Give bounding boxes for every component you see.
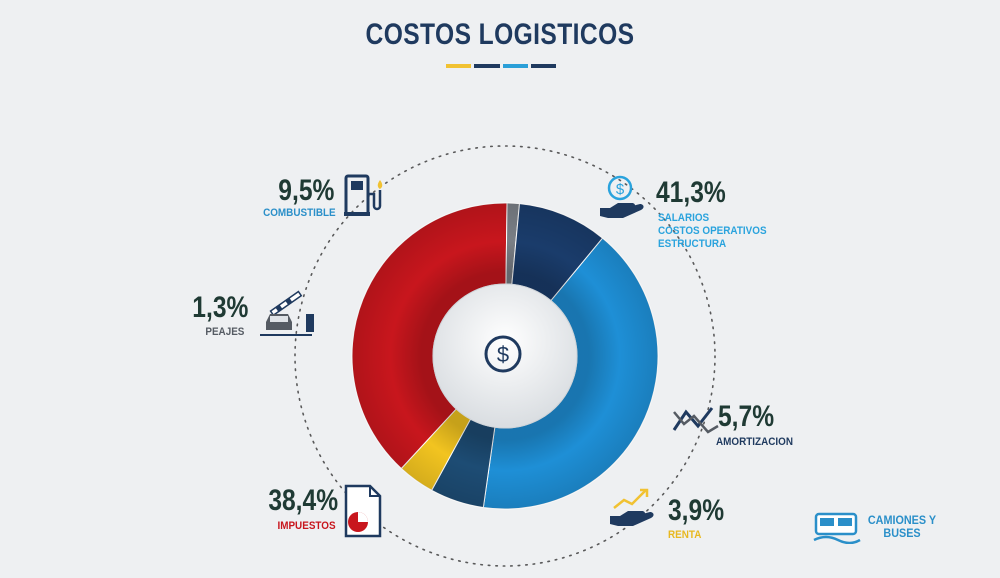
renta-label: RENTA: [668, 529, 702, 541]
page-title: COSTOS LOGISTICOS: [365, 18, 635, 51]
peajes-label: PEAJES: [204, 326, 244, 338]
renta-percent: 3,9%: [668, 494, 725, 527]
amortizacion-percent: 5,7%: [718, 400, 775, 433]
impuestos-percent: 38,4%: [268, 484, 338, 517]
rule-segment-navy: [474, 64, 500, 68]
salarios-line-3: ESTRUCTURA: [658, 238, 727, 250]
title-underline: [446, 64, 556, 68]
brand-line-2: BUSES: [883, 526, 921, 540]
peajes-percent: 1,3%: [191, 291, 248, 324]
fuel-pump-icon: [344, 174, 383, 216]
salary-hand-icon: $: [600, 175, 644, 218]
orbit-dotted-ring: [294, 145, 716, 567]
donut-hub: [432, 283, 578, 429]
bus-logo-icon: [813, 512, 861, 544]
salarios-line-2: COSTOS OPERATIVOS: [658, 225, 767, 237]
amortizacion-label: AMORTIZACION: [716, 436, 793, 448]
brand-logo-text: CAMIONES Y BUSES: [857, 514, 947, 540]
trend-chart-icon: [672, 407, 719, 434]
impuestos-label: IMPUESTOS: [277, 520, 336, 532]
salarios-label: SALARIOS COSTOS OPERATIVOS ESTRUCTURA: [658, 212, 767, 251]
toll-car-icon: [260, 290, 314, 336]
brand-line-1: CAMIONES Y: [867, 513, 937, 527]
svg-text:$: $: [497, 342, 509, 367]
tax-document-icon: [344, 484, 382, 538]
salarios-percent: 41,3%: [656, 176, 726, 209]
rule-segment-yellow: [446, 64, 472, 68]
svg-text:$: $: [616, 181, 625, 198]
combustible-label: COMBUSTIBLE: [263, 207, 336, 219]
income-hand-icon: [610, 488, 654, 526]
combustible-percent: 9,5%: [277, 174, 334, 207]
dollar-icon: $: [484, 335, 522, 373]
rule-segment-blue: [502, 64, 528, 68]
rule-segment-navy-2: [530, 64, 556, 68]
salarios-line-1: SALARIOS: [658, 212, 710, 224]
